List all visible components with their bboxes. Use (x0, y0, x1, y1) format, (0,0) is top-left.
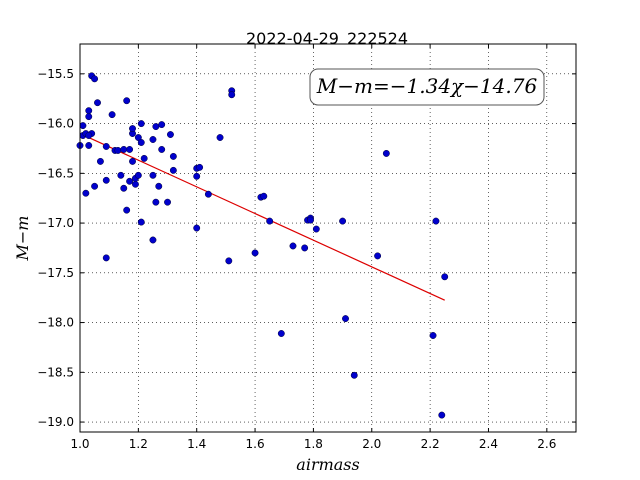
data-point (216, 134, 224, 141)
data-point (166, 131, 174, 138)
x-axis-label: airmass (296, 455, 359, 474)
fit-equation-text: M−m=−1.34χ−14.76 (316, 74, 538, 98)
data-point (91, 182, 99, 190)
data-point (277, 330, 285, 337)
data-point (102, 176, 110, 184)
data-point (149, 136, 157, 143)
data-point (266, 217, 274, 225)
x-tick-label: 2.2 (421, 437, 440, 451)
data-point (228, 91, 236, 99)
data-point (339, 217, 347, 225)
x-tick-label: 2.0 (362, 437, 381, 451)
data-point (96, 157, 104, 165)
data-point (158, 121, 166, 129)
data-point (350, 371, 358, 379)
fit-line (79, 132, 445, 301)
y-tick-label: −19.0 (37, 415, 74, 429)
data-point (196, 163, 204, 171)
data-point (123, 97, 131, 105)
data-point (131, 180, 139, 188)
y-tick-label: −17.5 (37, 266, 74, 280)
y-tick-label: −18.0 (37, 316, 74, 330)
annotation-box (309, 68, 545, 106)
data-point (149, 171, 157, 179)
data-point (158, 146, 166, 153)
data-point (152, 198, 160, 206)
data-point (79, 122, 87, 130)
data-points (76, 72, 449, 419)
x-tick-label: 1.0 (70, 437, 89, 451)
data-point (441, 273, 449, 281)
fit-equation-annotation: M−m=−1.34χ−14.76 (309, 68, 545, 106)
data-point (126, 177, 134, 185)
data-point (260, 192, 268, 200)
data-point (120, 146, 128, 153)
data-point (374, 252, 382, 260)
data-point (102, 143, 110, 150)
data-point (149, 236, 157, 244)
data-point (155, 182, 163, 190)
y-tick-label: −15.5 (37, 67, 74, 81)
data-point (307, 216, 314, 224)
data-point (289, 242, 297, 250)
data-point (85, 113, 93, 121)
x-tick-label: 1.4 (187, 437, 206, 451)
data-point (164, 198, 171, 206)
data-point (123, 206, 131, 214)
y-tick-label: −18.5 (37, 365, 74, 379)
data-point (117, 171, 125, 179)
plot-area (79, 43, 577, 433)
data-point (108, 111, 116, 119)
data-point (137, 120, 145, 128)
data-point (134, 171, 142, 179)
data-point (137, 139, 145, 146)
data-point (301, 244, 309, 252)
data-point (312, 225, 320, 233)
data-point (114, 147, 122, 154)
fit-line-group (79, 132, 445, 301)
data-point (193, 172, 201, 180)
data-point (204, 190, 212, 198)
data-point (140, 154, 148, 162)
data-point (120, 184, 128, 192)
data-point (169, 152, 177, 160)
data-point (432, 217, 440, 225)
x-tick-label: 1.8 (304, 437, 323, 451)
x-tick-label: 2.4 (479, 437, 498, 451)
data-point (193, 224, 201, 232)
data-point (137, 218, 145, 226)
data-point (126, 146, 134, 153)
y-tick-label: −16.5 (37, 166, 74, 180)
data-point (129, 125, 136, 133)
data-point (225, 257, 233, 265)
data-point (129, 157, 136, 165)
x-tick-label: 2.6 (537, 437, 556, 451)
data-point (382, 149, 390, 157)
data-point (152, 123, 160, 131)
axis-ticks: 1.0 1.2 1.4 1.6 1.8 2.0 2.2 2.4 2.6 −15.5 −16.0 −16… (37, 44, 576, 451)
y-tick-label: −17.0 (37, 216, 74, 230)
data-point (251, 249, 259, 257)
data-point (85, 107, 93, 115)
data-point (169, 166, 177, 174)
data-point (82, 189, 90, 197)
data-point (91, 75, 99, 83)
data-point (429, 332, 437, 339)
data-point (342, 315, 349, 323)
data-point (85, 132, 93, 139)
data-point (102, 254, 110, 262)
x-tick-label: 1.6 (246, 437, 265, 451)
data-point (438, 411, 446, 419)
y-tick-label: −16.0 (37, 117, 74, 131)
plot-border (79, 43, 577, 433)
data-point (85, 142, 93, 149)
data-point (94, 99, 101, 107)
x-tick-label: 1.2 (129, 437, 148, 451)
y-axis-label: M−m (13, 216, 32, 262)
